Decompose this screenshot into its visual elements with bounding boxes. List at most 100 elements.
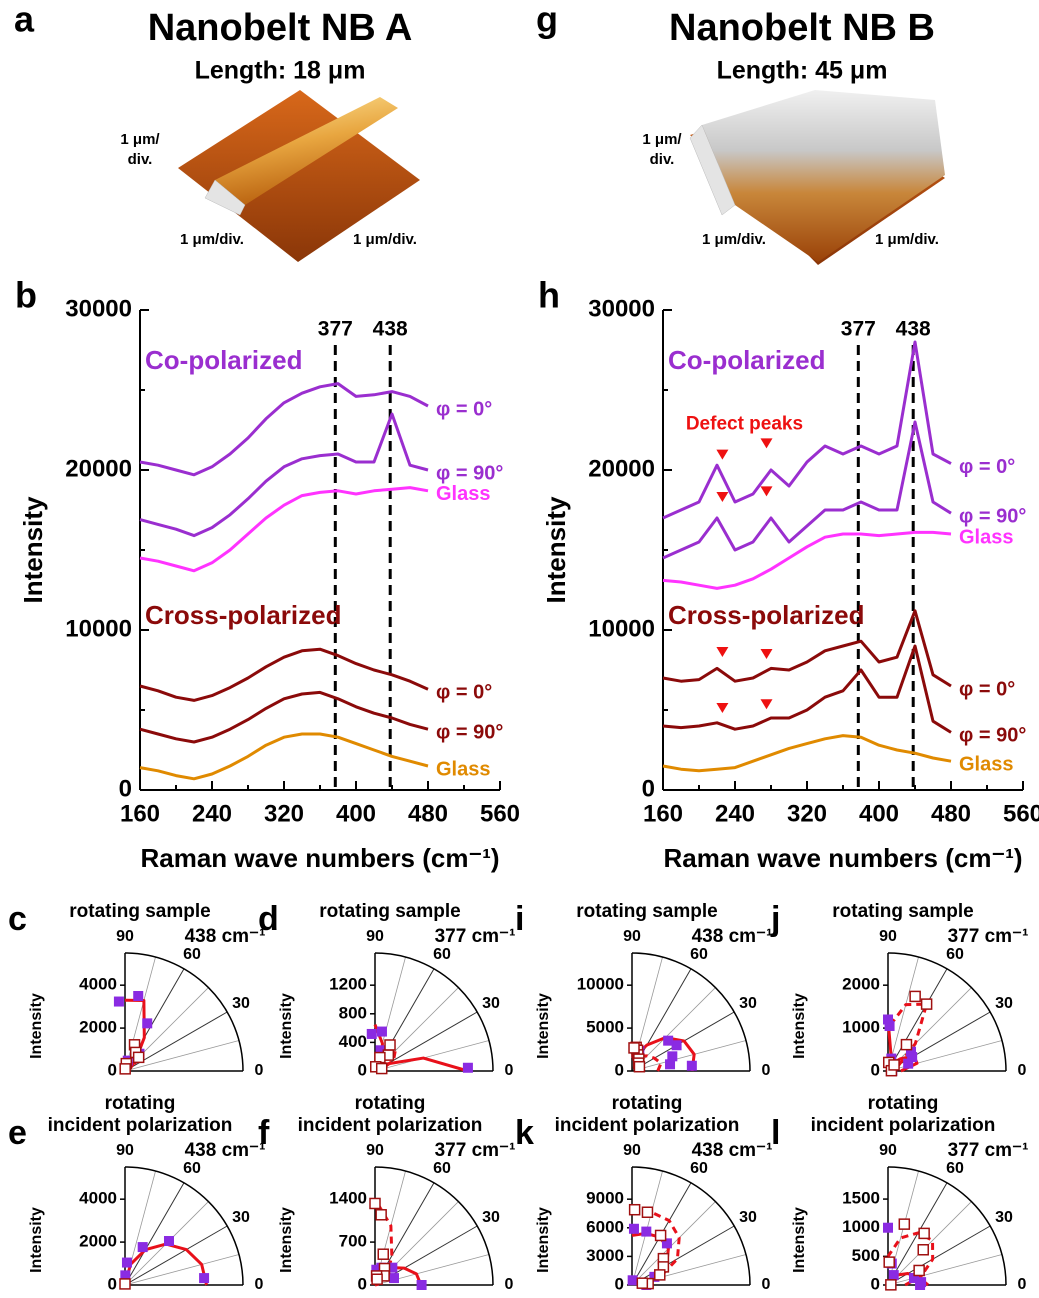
r-tick-label: 0 [615,1274,624,1293]
series-label: φ = 90° [959,725,1026,747]
r-tick-label: 1000 [842,1018,880,1037]
y-tick-label: 30000 [588,295,655,322]
theta-tick-label: 30 [232,995,250,1012]
series-label: Glass [959,526,1013,548]
group-label: Co-polarized [145,345,302,375]
data-point [903,1059,913,1069]
data-point [642,1207,652,1217]
data-point [114,997,124,1007]
y-axis-title: Intensity [535,993,552,1059]
r-tick-label: 0 [108,1274,117,1293]
theta-tick-label: 90 [623,928,641,945]
r-tick-label: 500 [852,1246,880,1265]
figure: aNanobelt NB ALength: 18 μm1 μm/div.1 μm… [0,0,1039,1298]
theta-tick-label: 90 [116,928,134,945]
panel-title: incident polarization [811,1115,996,1136]
z-scale: 1 μm/ [120,131,160,148]
data-point [463,1063,473,1073]
panel-letter: l [771,1114,780,1152]
annotation: 377 cm⁻¹ [948,1140,1029,1161]
x-tick-label: 240 [192,800,232,827]
spoke [888,1254,1002,1285]
r-tick-label: 0 [358,1274,367,1293]
data-point [630,1205,640,1215]
data-point [199,1273,209,1283]
y-tick-label: 10000 [65,615,132,642]
z-scale: 1 μm/ [642,131,682,148]
data-point [919,1228,929,1238]
panel-letter: e [8,1114,27,1152]
theta-tick-label: 0 [1018,1276,1027,1293]
defect-marker [716,492,728,502]
panel-letter: h [538,275,560,316]
annotation: 377 cm⁻¹ [435,1140,516,1161]
data-point [665,1059,675,1069]
data-point [120,1279,130,1289]
data-point [164,1236,174,1246]
data-point [629,1224,639,1234]
group-label: Cross-polarized [668,600,865,630]
theta-tick-label: 0 [255,1276,264,1293]
annotation: 438 cm⁻¹ [692,926,773,947]
panel-title: rotating [355,1093,426,1114]
data-point [120,1064,130,1074]
panel-letter: f [258,1114,270,1152]
x-axis-title: Raman wave numbers (cm⁻¹) [663,843,1022,873]
x-tick-label: 400 [859,800,899,827]
spectrum-line [663,646,951,732]
data-point [628,1275,638,1285]
series-label: φ = 90° [436,462,503,484]
panel-title: incident polarization [298,1115,483,1136]
theta-tick-label: 30 [482,995,500,1012]
r-tick-label: 400 [339,1032,367,1051]
r-tick-label: 0 [615,1060,624,1079]
x-tick-label: 160 [120,800,160,827]
x-tick-label: 160 [643,800,683,827]
x-scale: 1 μm/div. [702,231,766,248]
theta-tick-label: 30 [995,995,1013,1012]
theta-tick-label: 60 [433,946,451,963]
theta-tick-label: 60 [946,946,964,963]
theta-tick-label: 60 [946,1160,964,1177]
data-point [629,1043,639,1053]
data-point [663,1036,673,1046]
data-point [637,1278,647,1288]
data-point [142,1018,152,1028]
data-point [886,1280,896,1290]
y-axis-title: Intensity [278,1207,295,1273]
y-axis-title: Intensity [791,993,808,1059]
theta-tick-label: 30 [739,995,757,1012]
r-tick-label: 4000 [79,975,117,994]
data-point [389,1273,399,1283]
panel-letter: k [515,1114,534,1152]
data-point [376,1210,386,1220]
y-axis-title: Intensity [18,496,48,603]
y-tick-label: 20000 [588,455,655,482]
data-point [884,1257,894,1267]
afm-title: Nanobelt NB A [148,7,413,49]
theta-tick-label: 60 [690,946,708,963]
z-scale: div. [128,151,153,168]
theta-tick-label: 90 [879,928,897,945]
data-point [883,1223,893,1233]
r-tick-label: 1400 [329,1189,367,1208]
data-point [901,1040,911,1050]
spectrum-line [140,414,428,536]
r-tick-label: 1200 [329,975,367,994]
spectrum-line [663,736,951,771]
panel-letter: j [770,900,780,938]
y-axis-title: Intensity [28,1207,45,1273]
data-point [377,1027,387,1037]
y-axis-title: Intensity [541,496,571,603]
annotation: 438 cm⁻¹ [185,926,266,947]
data-point [133,991,143,1001]
annotation: 438 cm⁻¹ [692,1140,773,1161]
series-label: φ = 0° [436,398,492,420]
x-tick-label: 560 [1003,800,1039,827]
theta-tick-label: 0 [1018,1062,1027,1079]
y-axis-title: Intensity [28,993,45,1059]
data-point [656,1230,666,1240]
r-tick-label: 0 [871,1274,880,1293]
y-tick-label: 0 [119,775,132,802]
series-label: φ = 90° [436,721,503,743]
